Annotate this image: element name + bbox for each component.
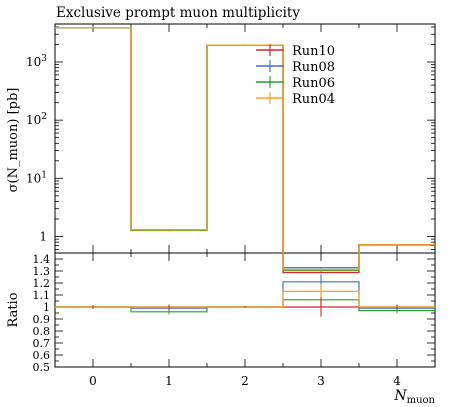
ratio-y-tick-label: 0.9 [33,313,51,326]
ratio-y-tick-label: 0.6 [33,349,51,362]
legend-label-run8: Run08 [292,60,335,75]
ratio-series-line-run4 [55,290,435,308]
main-series-group [55,26,435,274]
x-tick-label: 0 [89,374,97,388]
legend-label-run6: Run06 [292,76,335,91]
ratio-y-tick-label: 1.2 [33,277,51,290]
main-series-line-run4 [55,26,435,271]
ratio-y-tick-label: 1.3 [33,265,51,278]
x-tick-label: 2 [241,374,249,388]
ratio-y-axis-label: Ratio [6,292,21,327]
main-series-line-run6 [55,26,435,272]
legend-label-run10: Run10 [292,44,335,59]
main-y-tick-label: 103 [26,54,47,69]
main-y-axis-label: σ(N_muon) [pb] [6,88,21,193]
chart-title: Exclusive prompt muon multiplicity [56,5,300,21]
main-y-tick-label: 101 [26,170,47,185]
ratio-y-tick-label: 0.7 [33,337,51,350]
main-y-ticks: 103 102 101 1 [26,26,435,250]
x-ticks: 0 1 2 3 4 [54,24,436,388]
legend-label-run4: Run04 [292,92,335,107]
x-axis-label: Nmuon [393,388,435,406]
ratio-y-ticks: 0.50.60.70.80.911.11.21.31.4 [33,253,435,374]
main-y-tick-label: 1 [39,229,47,243]
main-series-line-run8 [55,26,435,269]
main-y-tick-label: 102 [26,112,47,127]
ratio-series-line-run6 [55,299,435,313]
main-panel-frame [54,23,436,254]
ratio-y-tick-label: 1.4 [33,253,51,266]
x-tick-label: 3 [317,374,325,388]
main-series-line-run10 [55,26,435,274]
ratio-y-tick-label: 1.1 [33,289,51,302]
ratio-y-tick-label: 1 [43,301,50,314]
x-tick-label: 4 [393,374,401,388]
ratio-y-tick-label: 0.5 [33,361,51,374]
ratio-series-group [55,274,435,317]
ratio-series-line-run8 [55,281,435,309]
ratio-y-tick-label: 0.8 [33,325,51,338]
x-tick-label: 1 [165,374,173,388]
